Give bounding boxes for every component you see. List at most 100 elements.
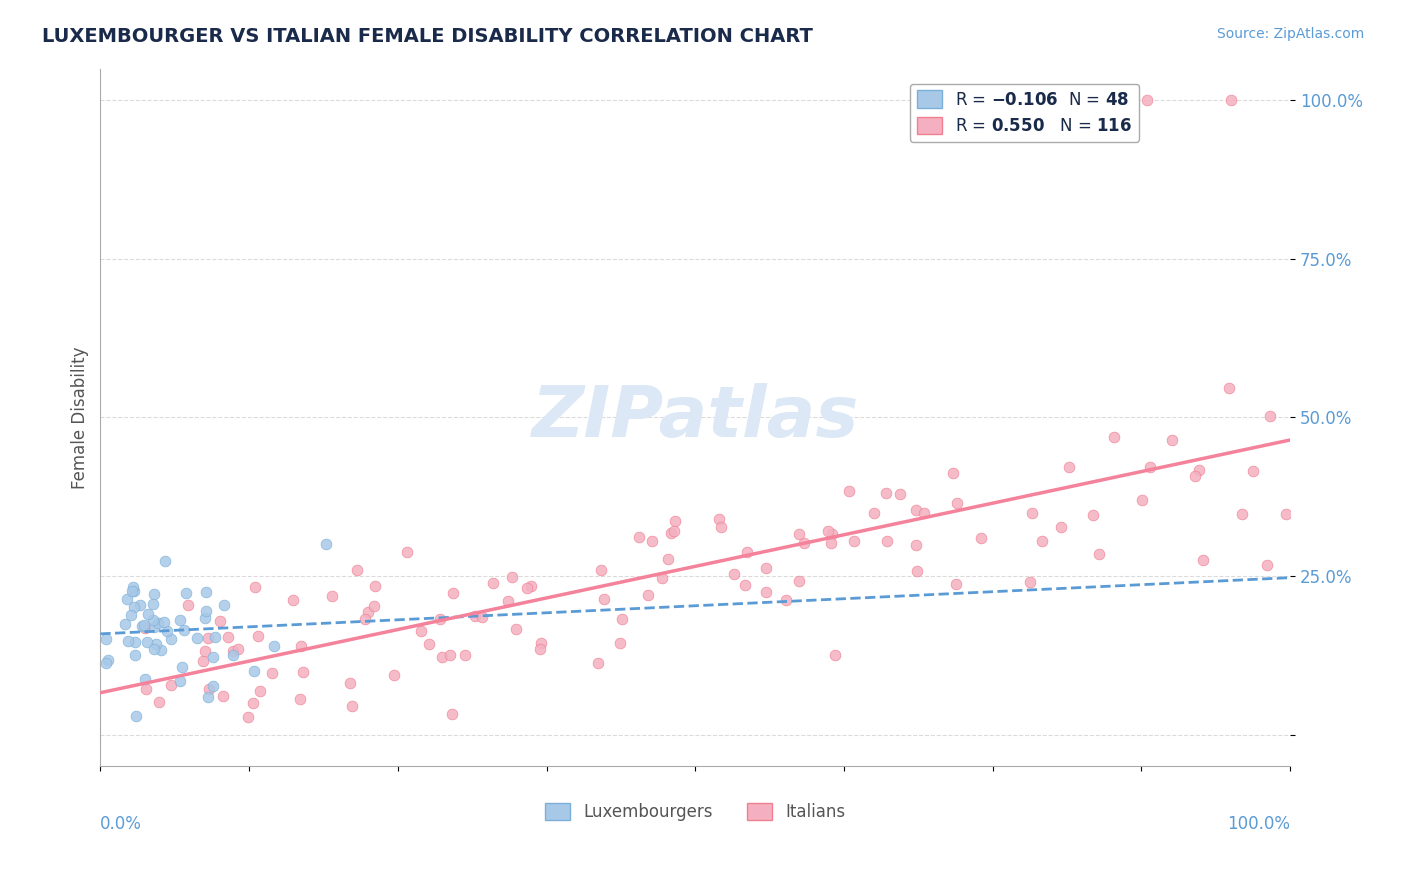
Point — [288, 691, 311, 706]
Point — [710, 520, 733, 534]
Point — [821, 527, 844, 541]
Point — [505, 622, 527, 636]
Point — [1256, 558, 1278, 572]
Point — [135, 682, 157, 697]
Point — [464, 608, 486, 623]
Point — [156, 624, 179, 638]
Point — [396, 544, 419, 558]
Point — [115, 591, 138, 606]
Point — [820, 536, 842, 550]
Point — [755, 584, 778, 599]
Point — [889, 487, 911, 501]
Point — [723, 566, 745, 581]
Point — [249, 684, 271, 698]
Point — [211, 690, 233, 704]
Point — [1188, 463, 1211, 477]
Point — [202, 649, 225, 664]
Point — [905, 538, 928, 552]
Point — [789, 527, 811, 541]
Point — [194, 644, 217, 658]
Text: LUXEMBOURGER VS ITALIAN FEMALE DISABILITY CORRELATION CHART: LUXEMBOURGER VS ITALIAN FEMALE DISABILIT… — [42, 27, 813, 45]
Point — [172, 660, 194, 674]
Point — [1087, 548, 1109, 562]
Point — [142, 587, 165, 601]
Point — [148, 695, 170, 709]
Point — [177, 599, 200, 613]
Point — [482, 576, 505, 591]
Point — [346, 562, 368, 576]
Point — [169, 674, 191, 689]
Point — [418, 636, 440, 650]
Point — [204, 630, 226, 644]
Point — [1258, 409, 1281, 423]
Point — [1081, 508, 1104, 522]
Point — [290, 639, 312, 653]
Point — [586, 656, 609, 670]
Point — [217, 630, 239, 644]
Point — [193, 611, 215, 625]
Point — [242, 696, 264, 710]
Point — [1218, 381, 1240, 395]
Point — [243, 580, 266, 594]
Point — [793, 536, 815, 550]
Point — [198, 681, 221, 696]
Point — [454, 648, 477, 662]
Point — [155, 554, 177, 568]
Point — [146, 616, 169, 631]
Point — [121, 584, 143, 599]
Point — [243, 664, 266, 678]
Point — [263, 639, 285, 653]
Point — [905, 564, 928, 578]
Point — [1031, 534, 1053, 549]
Point — [1274, 507, 1296, 521]
Point — [382, 668, 405, 682]
Point — [353, 612, 375, 626]
Point — [863, 507, 886, 521]
Point — [651, 571, 673, 585]
Point — [197, 631, 219, 645]
Point — [122, 584, 145, 599]
Point — [281, 593, 304, 607]
Point — [1130, 492, 1153, 507]
Point — [1241, 465, 1264, 479]
Point — [142, 597, 165, 611]
Point — [1050, 520, 1073, 534]
Point — [236, 709, 259, 723]
Point — [1136, 93, 1159, 107]
Point — [1184, 469, 1206, 483]
Point — [734, 578, 756, 592]
Point — [912, 506, 935, 520]
Point — [94, 656, 117, 670]
Point — [501, 570, 523, 584]
Point — [143, 620, 166, 634]
Point — [122, 600, 145, 615]
Point — [787, 574, 810, 588]
Point — [122, 580, 145, 594]
Point — [905, 503, 928, 517]
Point — [125, 708, 148, 723]
Point — [143, 642, 166, 657]
Point — [134, 672, 156, 686]
Point — [641, 534, 664, 549]
Point — [637, 588, 659, 602]
Point — [128, 598, 150, 612]
Point — [357, 605, 380, 619]
Point — [97, 653, 120, 667]
Point — [136, 635, 159, 649]
Point — [496, 594, 519, 608]
Point — [837, 483, 859, 498]
Point — [176, 586, 198, 600]
Point — [160, 678, 183, 692]
Point — [664, 514, 686, 528]
Point — [755, 561, 778, 575]
Legend: Luxembourgers, Italians: Luxembourgers, Italians — [538, 797, 852, 828]
Point — [131, 618, 153, 632]
Point — [593, 591, 616, 606]
Point — [124, 635, 146, 649]
Point — [591, 563, 613, 577]
Point — [875, 486, 897, 500]
Point — [173, 623, 195, 637]
Point — [194, 585, 217, 599]
Point — [1021, 506, 1043, 520]
Point — [530, 636, 553, 650]
